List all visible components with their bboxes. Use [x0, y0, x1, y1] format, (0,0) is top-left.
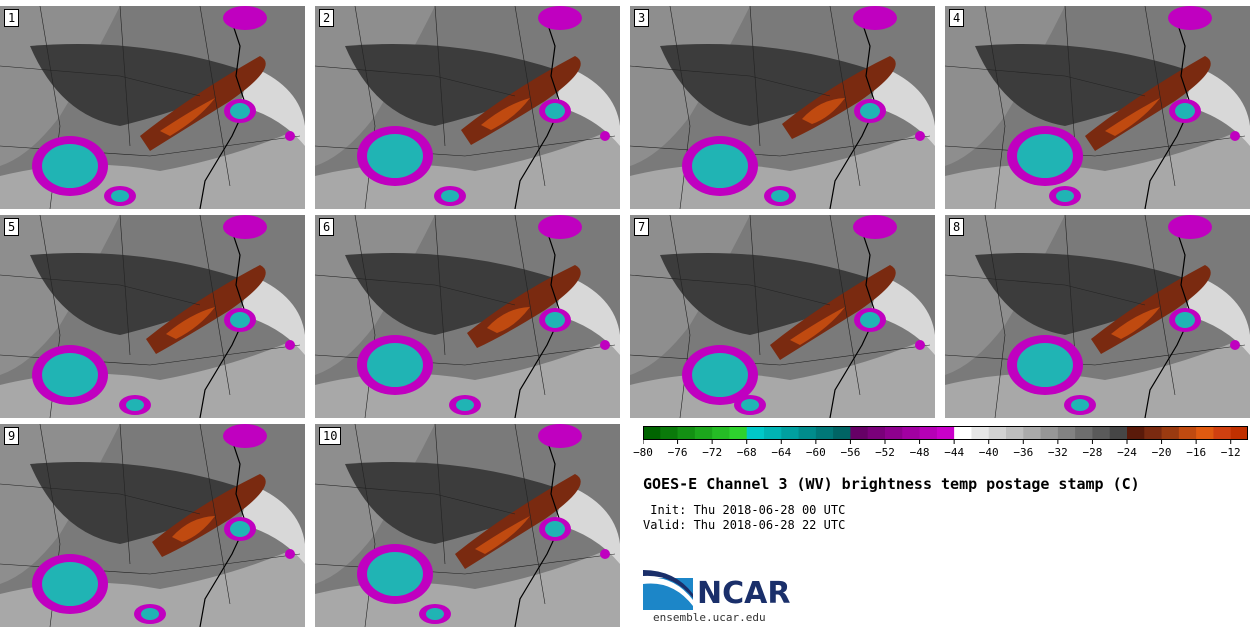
colorbar-cell [1127, 426, 1145, 440]
colorbar-cell [1109, 426, 1128, 440]
colorbar-tick-label: −44 [944, 446, 965, 459]
panel-8: 8 [945, 215, 1250, 418]
colorbar-tick-label: −56 [840, 446, 861, 459]
colorbar-cell [1213, 426, 1232, 440]
colorbar-tick-label: −80 [633, 446, 653, 459]
panel-6: 6 [315, 215, 620, 418]
colorbar-tick-label: −32 [1047, 446, 1068, 459]
colorbar-cell [1075, 426, 1093, 440]
colorbar-cell [781, 426, 800, 440]
colorbar-cell [988, 426, 1007, 440]
colorbar-cell [764, 426, 782, 440]
colorbar-tick-label: −16 [1186, 446, 1207, 459]
panel-9: 9 [0, 424, 305, 627]
panel-label: 8 [949, 218, 965, 236]
colorbar-cell [1230, 426, 1248, 440]
colorbar-cell [1144, 426, 1163, 440]
colorbar-cell [885, 426, 903, 440]
colorbar-cell [1178, 426, 1197, 440]
colorbar-cell [643, 426, 661, 440]
panel-map [630, 215, 935, 418]
panel-map [315, 215, 620, 418]
colorbar-tick-label: −24 [1117, 446, 1137, 459]
colorbar-cell [1023, 426, 1042, 440]
colorbar-cell [867, 426, 886, 440]
panel-7: 7 [630, 215, 935, 418]
init-time: Init: Thu 2018-06-28 00 UTC [643, 503, 846, 517]
colorbar-cell [936, 426, 955, 440]
panel-4: 4 [945, 6, 1250, 209]
ncar-logo-icon [643, 570, 693, 610]
colorbar-cell [1006, 426, 1024, 440]
colorbar-cell [677, 426, 696, 440]
panel-5: 5 [0, 215, 305, 418]
colorbar-cell [712, 426, 730, 440]
panel-3: 3 [630, 6, 935, 209]
colorbar-cell [660, 426, 679, 440]
colorbar-cell [815, 426, 834, 440]
colorbar-cell [833, 426, 851, 440]
panel-10: 10 [315, 424, 620, 627]
colorbar-cell [746, 426, 765, 440]
panel-map [630, 6, 935, 209]
valid-time: Valid: Thu 2018-06-28 22 UTC [643, 518, 846, 532]
colorbar-cell [850, 426, 869, 440]
colorbar-cell [729, 426, 748, 440]
colorbar-cell [1196, 426, 1214, 440]
panel-map [315, 424, 620, 627]
colorbar-cell [902, 426, 921, 440]
colorbar-tick-label: −40 [978, 446, 999, 459]
colorbar-tick-label: −76 [667, 446, 688, 459]
colorbar-cell [971, 426, 990, 440]
colorbar-cell [1057, 426, 1076, 440]
panel-map [0, 6, 305, 209]
logo-text: NCAR [697, 576, 791, 611]
chart-title: GOES-E Channel 3 (WV) brightness temp po… [643, 475, 1140, 493]
panel-label: 2 [319, 9, 335, 27]
panel-label: 6 [319, 218, 335, 236]
colorbar-cell [954, 426, 972, 440]
colorbar-tick-label: −28 [1082, 446, 1103, 459]
panel-2: 2 [315, 6, 620, 209]
colorbar-tick-label: −52 [875, 446, 895, 459]
colorbar-cell [798, 426, 817, 440]
colorbar-tick-label: −20 [1151, 446, 1172, 459]
colorbar-tick-label: −72 [702, 446, 723, 459]
colorbar-cell [1092, 426, 1111, 440]
colorbar-frame [643, 426, 1248, 440]
panel-map [945, 215, 1250, 418]
colorbar-cell [1161, 426, 1180, 440]
panel-label: 3 [634, 9, 650, 27]
colorbar [643, 426, 1248, 444]
panel-label: 4 [949, 9, 965, 27]
panel-1: 1 [0, 6, 305, 209]
colorbar-tick-label: −68 [736, 446, 757, 459]
panel-label: 7 [634, 218, 650, 236]
colorbar-tick-label: −60 [805, 446, 826, 459]
colorbar-tick-label: −36 [1013, 446, 1034, 459]
colorbar-tick-label: −12 [1220, 446, 1241, 459]
panel-label: 10 [319, 427, 342, 445]
panel-map [0, 424, 305, 627]
panel-label: 1 [4, 9, 20, 27]
panel-label: 5 [4, 218, 20, 236]
site-url: ensemble.ucar.edu [653, 611, 766, 624]
panel-label: 9 [4, 427, 20, 445]
panel-map [0, 215, 305, 418]
colorbar-cell [1040, 426, 1059, 440]
colorbar-cell [919, 426, 938, 440]
colorbar-cell [694, 426, 713, 440]
colorbar-tick-label: −64 [771, 446, 792, 459]
panel-map [315, 6, 620, 209]
panel-map [945, 6, 1250, 209]
colorbar-tick-label: −48 [909, 446, 930, 459]
